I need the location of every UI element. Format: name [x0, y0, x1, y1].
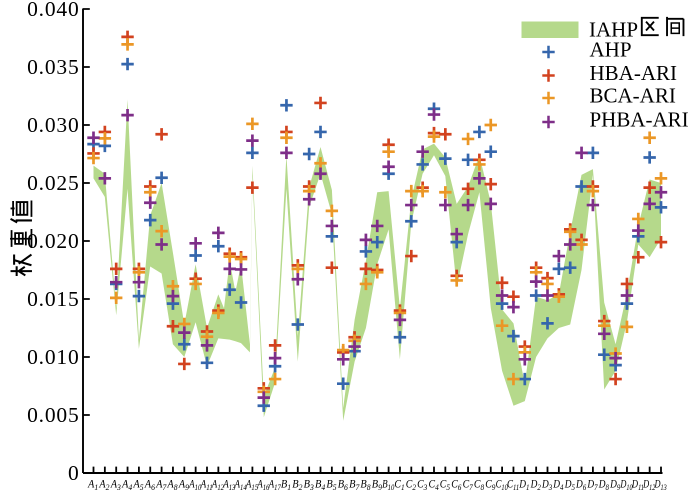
svg-text:A12: A12 — [211, 479, 225, 493]
svg-text:C2: C2 — [406, 479, 417, 493]
svg-text:B4: B4 — [315, 479, 326, 493]
svg-text:0.040: 0.040 — [27, 0, 79, 21]
svg-text:D6: D6 — [575, 479, 587, 493]
svg-text:B6: B6 — [338, 479, 349, 493]
svg-text:C6: C6 — [451, 479, 462, 493]
svg-text:D5: D5 — [564, 479, 575, 493]
svg-text:A2: A2 — [98, 479, 110, 493]
svg-text:A17: A17 — [268, 479, 282, 493]
svg-text:D7: D7 — [587, 479, 599, 493]
svg-text:B2: B2 — [292, 479, 303, 493]
svg-text:D8: D8 — [598, 479, 610, 493]
svg-text:C7: C7 — [463, 479, 474, 493]
svg-text:B10: B10 — [382, 479, 395, 493]
svg-text:D3: D3 — [541, 479, 552, 493]
svg-text:A5: A5 — [132, 479, 143, 493]
svg-text:D10: D10 — [620, 479, 633, 493]
svg-text:AHP: AHP — [590, 38, 632, 62]
svg-text:D11: D11 — [631, 479, 644, 493]
svg-text:0.020: 0.020 — [27, 229, 79, 253]
svg-text:A8: A8 — [166, 479, 178, 493]
svg-text:D4: D4 — [552, 479, 564, 493]
svg-text:D13: D13 — [654, 479, 667, 493]
svg-text:0.030: 0.030 — [27, 113, 79, 137]
svg-text:A9: A9 — [178, 479, 190, 493]
svg-text:0.015: 0.015 — [27, 287, 79, 311]
svg-text:C8: C8 — [474, 479, 485, 493]
svg-text:B5: B5 — [326, 479, 336, 493]
svg-text:A7: A7 — [155, 479, 167, 493]
svg-text:A6: A6 — [144, 479, 156, 493]
svg-text:0: 0 — [68, 461, 80, 485]
svg-text:D1: D1 — [518, 479, 529, 493]
svg-text:A3: A3 — [110, 479, 121, 493]
svg-text:B9: B9 — [372, 479, 383, 493]
svg-text:C9: C9 — [485, 479, 496, 493]
svg-text:A1: A1 — [87, 479, 98, 493]
svg-text:C11: C11 — [507, 479, 519, 493]
svg-text:A10: A10 — [188, 479, 202, 493]
svg-text:C5: C5 — [440, 479, 450, 493]
svg-text:BCA-ARI: BCA-ARI — [590, 84, 676, 108]
svg-text:0.010: 0.010 — [27, 345, 79, 369]
svg-text:IAHP: IAHP — [589, 18, 638, 42]
svg-text:A13: A13 — [222, 479, 235, 493]
svg-text:C10: C10 — [496, 479, 509, 493]
svg-text:B8: B8 — [360, 479, 371, 493]
svg-text:0.025: 0.025 — [27, 171, 79, 195]
svg-text:B3: B3 — [304, 479, 314, 493]
svg-text:PHBA-ARI: PHBA-ARI — [590, 108, 689, 132]
svg-text:0.005: 0.005 — [27, 403, 79, 427]
svg-text:B7: B7 — [349, 479, 360, 493]
svg-text:C3: C3 — [417, 479, 427, 493]
svg-text:0.035: 0.035 — [27, 55, 79, 79]
svg-text:A11: A11 — [200, 479, 213, 493]
svg-text:HBA-ARI: HBA-ARI — [590, 61, 678, 85]
svg-text:D9: D9 — [609, 479, 621, 493]
svg-text:D12: D12 — [642, 479, 655, 493]
svg-text:D2: D2 — [530, 479, 542, 493]
svg-text:A15: A15 — [245, 479, 258, 493]
svg-text:C1: C1 — [394, 479, 404, 493]
svg-text:A14: A14 — [234, 479, 248, 493]
svg-text:A16: A16 — [256, 479, 270, 493]
svg-text:B1: B1 — [281, 479, 291, 493]
svg-text:C4: C4 — [429, 479, 440, 493]
svg-text:A4: A4 — [121, 479, 133, 493]
